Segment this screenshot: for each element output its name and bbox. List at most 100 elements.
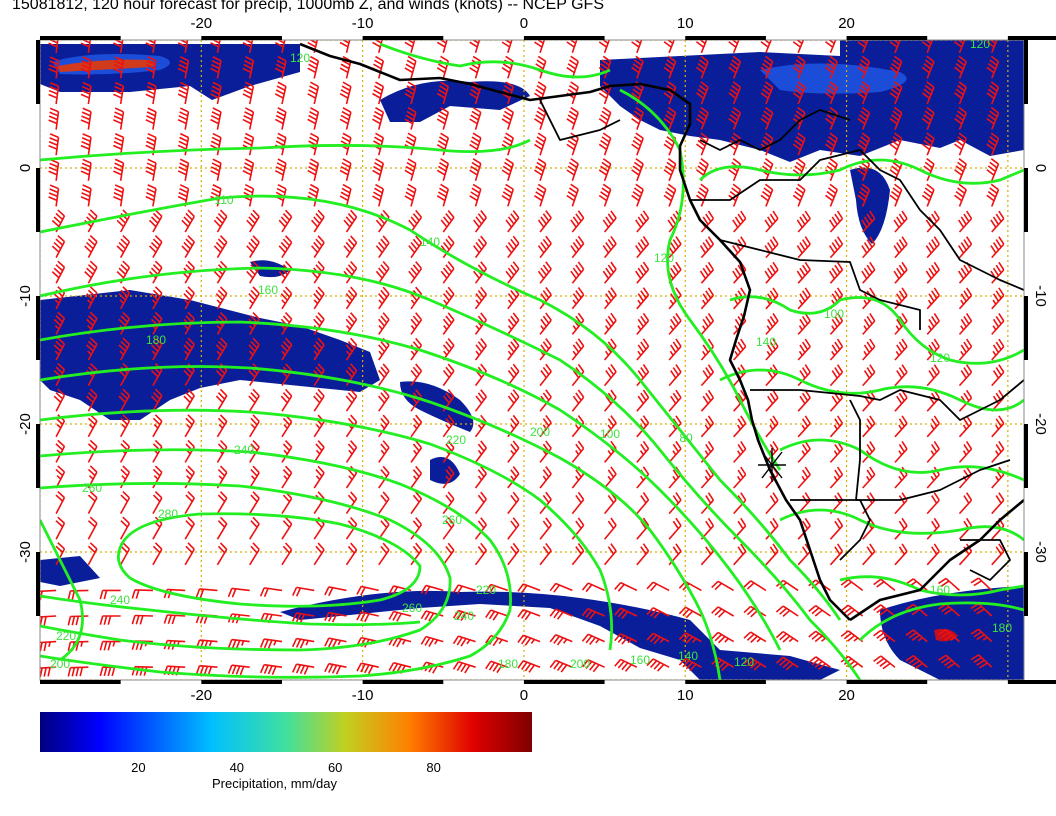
wind-barb	[80, 81, 92, 105]
contour-label: 160	[258, 283, 278, 297]
wind-barb	[581, 659, 605, 673]
wind-barb	[699, 261, 715, 284]
wind-barb	[825, 81, 838, 105]
contour-label: 140	[420, 235, 440, 249]
wind-barb	[485, 583, 509, 594]
wind-barb	[40, 640, 57, 652]
wind-barb	[145, 81, 157, 105]
wind-barb	[571, 287, 585, 310]
wind-barb	[469, 158, 482, 182]
wind-barb	[792, 40, 805, 54]
wind-barb	[614, 633, 638, 645]
wind-barb	[507, 389, 520, 412]
wind-barb	[534, 183, 547, 207]
wind-barb	[474, 286, 487, 310]
wind-barb	[765, 415, 779, 438]
wind-barb	[307, 55, 320, 79]
wind-barb	[986, 132, 1000, 156]
wind-barb	[603, 415, 617, 438]
wind-barb	[227, 587, 250, 598]
wind-barb	[242, 56, 255, 79]
wind-barb	[280, 388, 293, 412]
wind-barb	[343, 209, 358, 233]
wind-barb	[797, 313, 811, 335]
wind-barb	[436, 81, 450, 105]
wind-barb	[281, 465, 293, 489]
wind-barb	[631, 106, 644, 130]
wind-barb	[378, 491, 390, 515]
wind-barb	[598, 158, 612, 182]
wind-barb	[281, 542, 293, 566]
wind-barb	[436, 132, 450, 156]
wind-barb	[113, 56, 125, 79]
wind-barb	[861, 261, 876, 284]
wind-barb	[678, 632, 702, 644]
wind-barb	[474, 491, 487, 515]
wind-barb	[711, 606, 735, 618]
contour-label: 240	[110, 593, 130, 607]
wind-barb	[80, 184, 92, 207]
frame-marker	[523, 36, 605, 40]
wind-barb	[246, 235, 260, 259]
wind-barb	[861, 236, 876, 259]
wind-barb	[764, 210, 779, 233]
wind-barb	[700, 415, 715, 438]
wind-barb	[113, 81, 125, 105]
wind-barb	[177, 158, 190, 181]
wind-barb	[436, 40, 448, 54]
wind-barb	[668, 517, 682, 540]
wind-barb	[603, 363, 617, 387]
wind-barb	[893, 210, 908, 233]
wind-barb	[991, 287, 1005, 310]
frame-marker	[201, 36, 282, 40]
wind-barb	[570, 235, 585, 259]
frame-marker	[1024, 168, 1028, 232]
wind-barb	[991, 364, 1005, 387]
wind-barb	[695, 106, 709, 130]
wind-barb	[242, 81, 255, 105]
wind-barb	[48, 158, 60, 181]
wind-barb	[646, 658, 670, 672]
wind-barb	[636, 543, 650, 566]
wind-barb	[862, 338, 876, 361]
wind-barb	[970, 577, 993, 591]
wind-barb	[581, 607, 605, 620]
wind-barb	[840, 578, 864, 592]
wind-barb	[84, 234, 98, 258]
frame-marker	[1024, 424, 1028, 488]
wind-barb	[646, 581, 670, 592]
wind-barb	[442, 440, 455, 463]
wind-barb	[829, 543, 844, 566]
contour-line	[40, 138, 531, 162]
wind-barb	[242, 158, 255, 181]
wind-barb	[986, 55, 1000, 79]
wind-barb	[404, 40, 416, 54]
wind-barb	[281, 440, 293, 463]
wind-barb	[603, 517, 617, 540]
wind-barb	[215, 286, 228, 310]
wind-barb	[249, 414, 260, 438]
wind-barb	[183, 337, 195, 361]
contour-line	[40, 408, 614, 651]
wind-barb	[828, 236, 844, 259]
frame-marker	[362, 680, 444, 684]
wind-barb	[829, 364, 844, 387]
contour-label: 120	[970, 37, 990, 51]
wind-barb	[48, 56, 60, 79]
wind-barb	[635, 210, 650, 233]
wind-barb	[663, 81, 677, 105]
contour-label: 260	[402, 601, 422, 615]
contour-label: 140	[678, 649, 698, 663]
wind-barb	[339, 107, 352, 130]
contour-line	[40, 594, 421, 627]
wind-barb	[80, 133, 92, 156]
wind-barb	[889, 106, 903, 130]
wind-barb	[313, 465, 325, 489]
wind-barb	[636, 492, 650, 515]
wind-barb	[436, 183, 450, 207]
station-marker	[758, 448, 786, 482]
wind-barb	[921, 55, 935, 79]
wind-barb	[281, 516, 293, 540]
